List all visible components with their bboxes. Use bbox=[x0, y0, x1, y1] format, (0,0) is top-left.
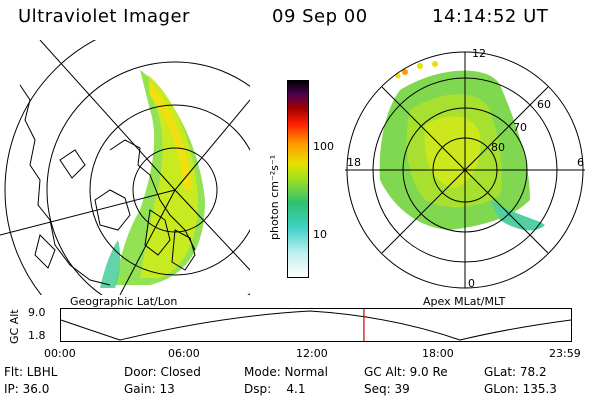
apex-grid bbox=[345, 51, 585, 289]
timeline-xtick-0: 00:00 bbox=[44, 347, 76, 360]
mlt-label-18: 18 bbox=[347, 156, 361, 169]
mlat-label-60: 60 bbox=[537, 98, 551, 111]
date-label: 09 Sep 00 bbox=[272, 6, 368, 27]
orbit-altitude-curve bbox=[60, 310, 572, 341]
timeline-xtick-4: 23:59 bbox=[549, 347, 581, 360]
timeline-xtick-1: 06:00 bbox=[168, 347, 200, 360]
geographic-map-panel bbox=[0, 40, 250, 295]
info-ip: IP: 36.0 bbox=[4, 382, 50, 396]
colorbar-tick-100: 100 bbox=[313, 140, 334, 153]
apex-polar-panel bbox=[345, 51, 585, 289]
info-mode: Mode: Normal bbox=[244, 365, 328, 379]
colorbar-unit-label: photon cm⁻²s⁻¹ bbox=[268, 154, 281, 240]
timeline-xtick-3: 18:00 bbox=[422, 347, 454, 360]
info-seq: Seq: 39 bbox=[364, 382, 410, 396]
colorbar bbox=[287, 80, 309, 278]
info-gc-alt: GC Alt: 9.0 Re bbox=[364, 365, 448, 379]
geographic-aurora-emission bbox=[100, 70, 205, 288]
timeline-ytick-bottom: 1.8 bbox=[28, 329, 46, 342]
apex-caption: Apex MLat/MLT bbox=[423, 295, 506, 308]
mlt-label-12: 12 bbox=[472, 47, 486, 60]
time-label: 14:14:52 UT bbox=[432, 6, 549, 27]
mlat-label-70: 70 bbox=[513, 121, 527, 134]
info-gain: Gain: 13 bbox=[124, 382, 175, 396]
instrument-title: Ultraviolet Imager bbox=[18, 6, 190, 27]
timeline-ylabel: GC Alt bbox=[8, 309, 21, 344]
timeline-ytick-top: 9.0 bbox=[28, 306, 46, 319]
timeline-xtick-2: 12:00 bbox=[296, 347, 328, 360]
mlat-label-80: 80 bbox=[491, 141, 505, 154]
geographic-caption: Geographic Lat/Lon bbox=[70, 295, 178, 308]
apex-aurora-emission bbox=[379, 61, 545, 231]
info-filter: Flt: LBHL bbox=[4, 365, 58, 379]
colorbar-tick-10: 10 bbox=[313, 228, 327, 241]
timeline-plot bbox=[60, 308, 572, 342]
info-glat: GLat: 78.2 bbox=[484, 365, 547, 379]
info-dsp: Dsp: 4.1 bbox=[244, 382, 306, 396]
coastlines bbox=[19, 84, 196, 286]
info-door: Door: Closed bbox=[124, 365, 201, 379]
mlt-label-6: 6 bbox=[577, 156, 584, 169]
mlt-label-0: 0 bbox=[468, 277, 475, 290]
info-glon: GLon: 135.3 bbox=[484, 382, 557, 396]
